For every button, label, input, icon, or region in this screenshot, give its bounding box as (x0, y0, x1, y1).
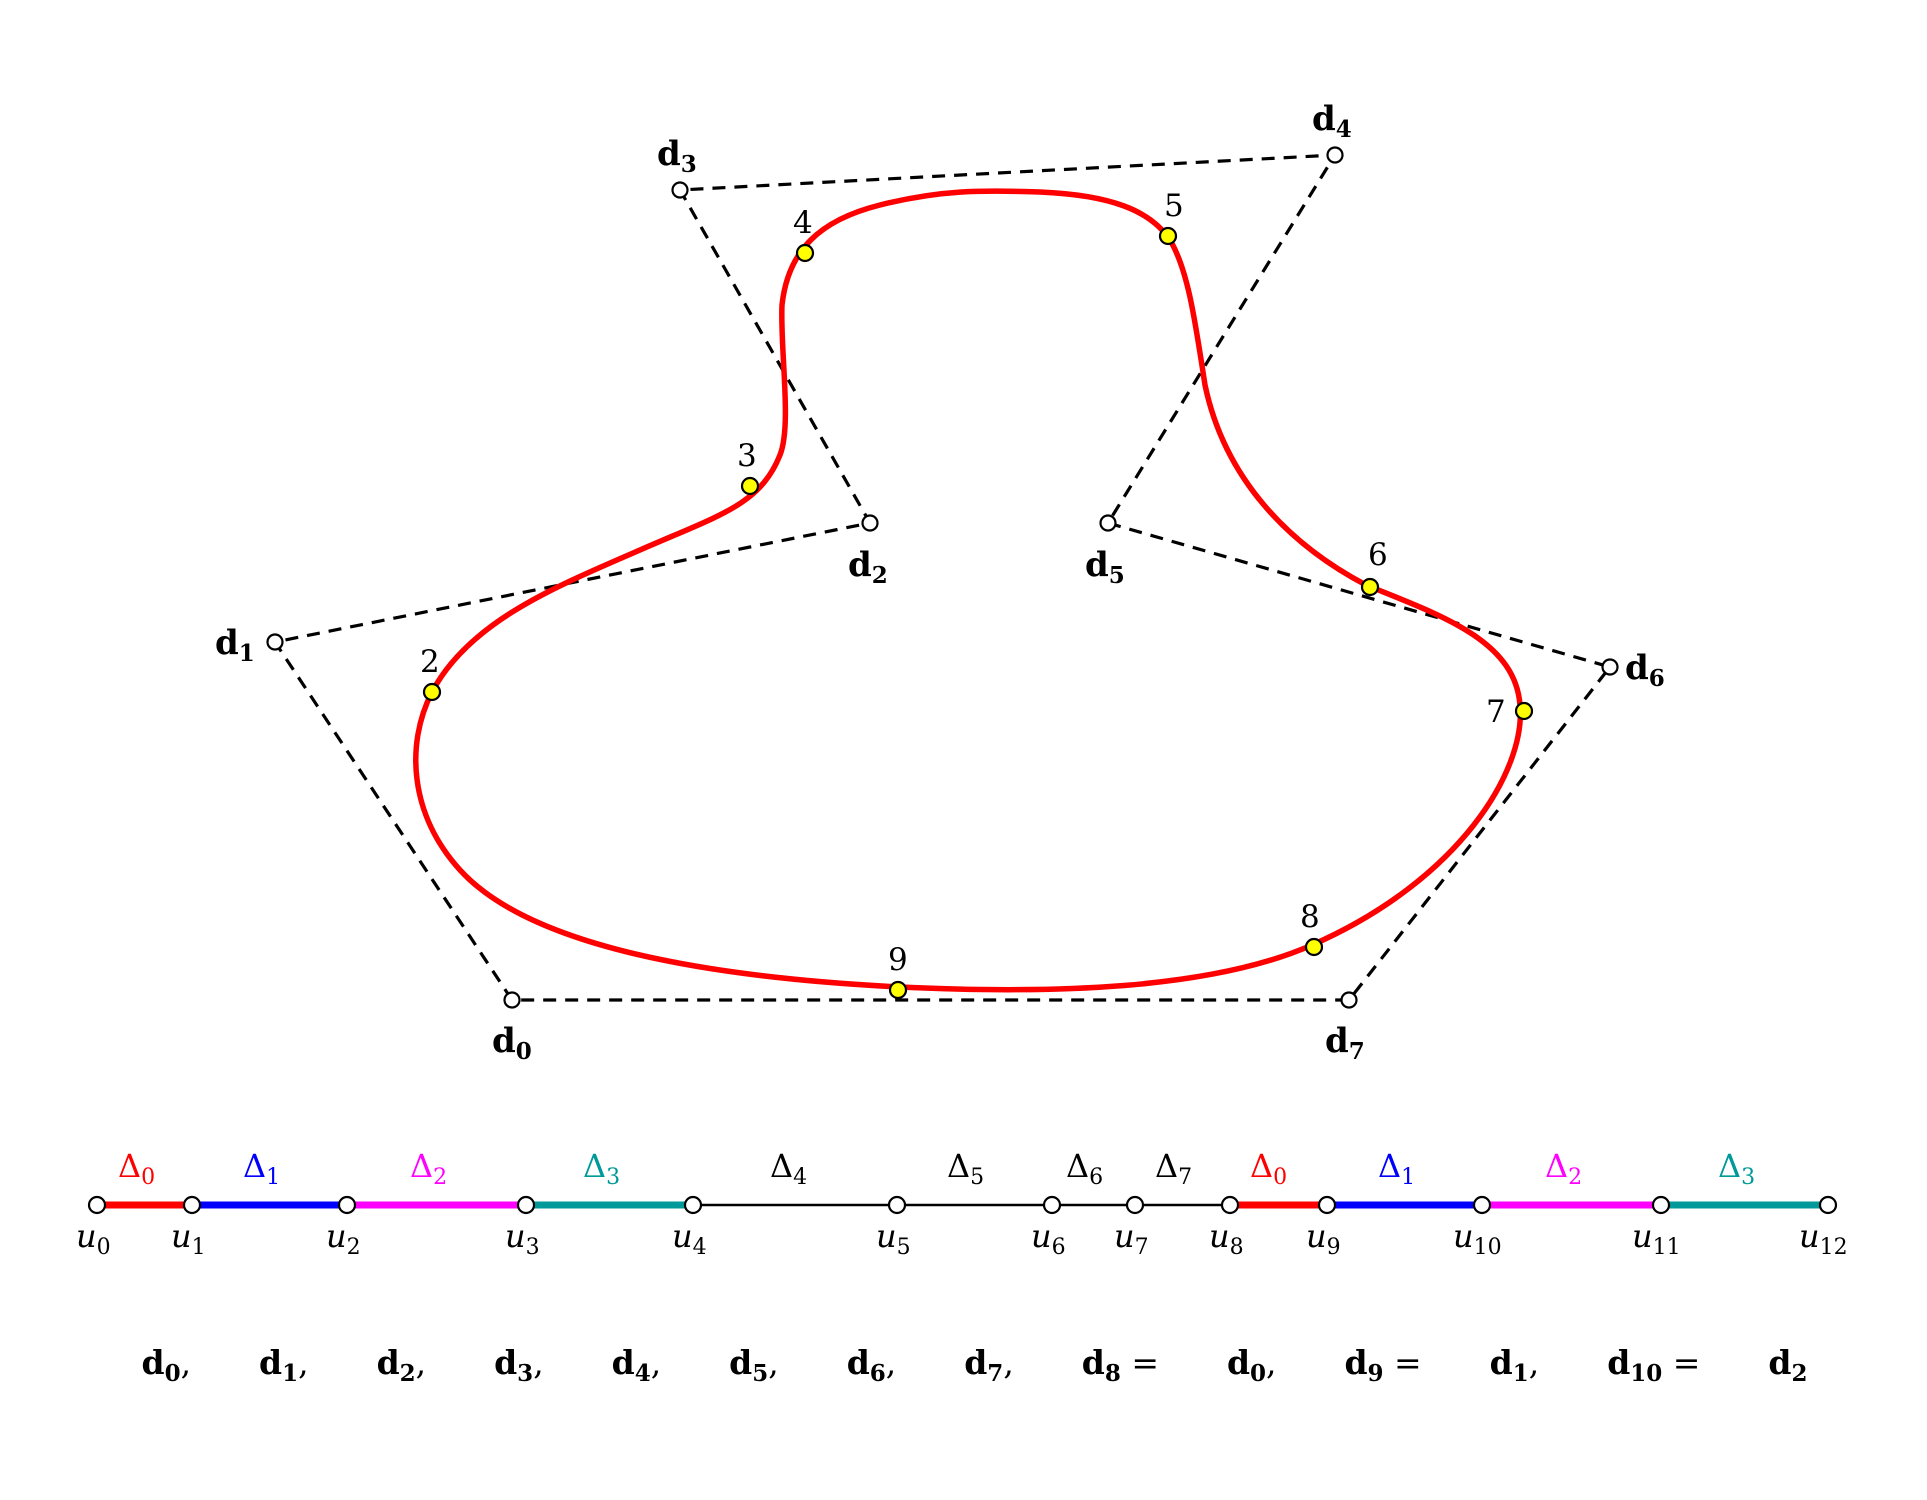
formula-term: d (612, 1343, 635, 1382)
curve-point-5 (1158, 226, 1178, 246)
curve-point-label-2: 2 (420, 644, 440, 680)
control-point-d7 (1340, 991, 1358, 1009)
interval-label-5: Δ5 (947, 1147, 984, 1190)
control-point-d6 (1601, 658, 1619, 676)
control-point-d4 (1326, 146, 1344, 164)
curve-point-6 (1360, 577, 1380, 597)
interval-label-3: Δ3 (583, 1147, 620, 1190)
knot-u8 (1220, 1195, 1240, 1215)
knot-label-u7: u7 (1114, 1217, 1149, 1260)
curve-point-label-5: 5 (1164, 188, 1184, 224)
interval-label-10: Δ2 (1545, 1147, 1582, 1190)
knot-label-u6: u6 (1031, 1217, 1066, 1260)
control-polygon (272, 153, 1613, 1002)
knot-u12 (1818, 1195, 1838, 1215)
curve-point-label-4: 4 (793, 205, 813, 241)
knot-label-u5: u5 (876, 1217, 911, 1260)
knot-label-u11: u11 (1632, 1217, 1681, 1260)
label-d0: d0 (492, 1021, 532, 1065)
control-point-d2 (861, 514, 879, 532)
formula-term: d (729, 1343, 752, 1382)
knot-label-u10: u10 (1453, 1217, 1502, 1260)
knot-u4 (683, 1195, 703, 1215)
curve-point-7 (1514, 701, 1534, 721)
knot-label-u4: u4 (672, 1217, 707, 1260)
knot-label-u9: u9 (1306, 1217, 1341, 1260)
curve-point-label-7: 7 (1486, 694, 1506, 730)
knot-u2 (337, 1195, 357, 1215)
curve-point-3 (740, 476, 760, 496)
label-d6: d6 (1625, 648, 1665, 692)
formula-term: d (494, 1343, 517, 1382)
curve-point-label-3: 3 (737, 438, 757, 474)
formula-term: d (259, 1343, 282, 1382)
interval-label-6: Δ6 (1066, 1147, 1103, 1190)
curve-point-label-6: 6 (1368, 537, 1388, 573)
knot-label-u12: u12 (1799, 1217, 1848, 1260)
formula-term: d (1607, 1343, 1630, 1382)
knot-label-u8: u8 (1209, 1217, 1244, 1260)
control-point-d5 (1099, 514, 1117, 532)
knot-label-u1: u1 (171, 1217, 206, 1260)
interval-label-2: Δ2 (410, 1147, 447, 1190)
spline-curve (413, 188, 1524, 993)
interval-label-1: Δ1 (243, 1147, 280, 1190)
label-d7: d7 (1325, 1021, 1365, 1065)
formula-term: d (1344, 1343, 1367, 1382)
interval-label-7: Δ7 (1155, 1147, 1192, 1190)
curve-point-label-8: 8 (1300, 899, 1320, 935)
formula-term: d (1227, 1343, 1250, 1382)
curve-point-label-9: 9 (888, 942, 908, 978)
knot-markers (87, 1195, 1838, 1215)
knot-label-u3: u3 (505, 1217, 540, 1260)
knot-labels: u0 u1 u2 u3 u4 u5 u6 u7 u8 u9 u10 u11 u1… (76, 1217, 1848, 1260)
knot-label-u2: u2 (326, 1217, 361, 1260)
knot-u3 (516, 1195, 536, 1215)
interval-label-9: Δ1 (1378, 1147, 1415, 1190)
interval-label-8: Δ0 (1250, 1147, 1287, 1190)
knot-u10 (1472, 1195, 1492, 1215)
formula-term: d (1082, 1343, 1105, 1382)
knot-u7 (1125, 1195, 1145, 1215)
control-point-labels: d0 d1 d2 d3 d4 d5 d6 d7 (215, 99, 1665, 1065)
curve-points (422, 226, 1534, 1000)
knot-u9 (1317, 1195, 1337, 1215)
interval-label-4: Δ4 (770, 1147, 807, 1190)
interval-labels: Δ0 Δ1 Δ2 Δ3 Δ4 Δ5 Δ6 Δ7 Δ0 Δ1 Δ2 Δ3 (118, 1147, 1755, 1190)
curve-point-9 (888, 980, 908, 1000)
interval-label-11: Δ3 (1718, 1147, 1755, 1190)
label-d1: d1 (215, 623, 255, 667)
formula-term: d (142, 1343, 165, 1382)
knot-u0 (87, 1195, 107, 1215)
knot-u1 (182, 1195, 202, 1215)
knot-label-u0: u0 (76, 1217, 111, 1260)
curve-point-4 (795, 243, 815, 263)
formula-term: d (1768, 1343, 1791, 1382)
curve-point-8 (1304, 937, 1324, 957)
formula-term: d (1490, 1343, 1513, 1382)
formula-term: d (377, 1343, 400, 1382)
label-d2: d2 (848, 545, 888, 589)
formula-term: d (847, 1343, 870, 1382)
control-points (266, 146, 1619, 1009)
curve-point-2 (422, 682, 442, 702)
formula-term: d (964, 1343, 987, 1382)
curve-point-labels: 2 3 4 5 6 7 8 9 (420, 188, 1506, 978)
interval-label-0: Δ0 (118, 1147, 155, 1190)
control-point-d1 (266, 633, 284, 651)
control-point-d0 (503, 991, 521, 1009)
knot-u6 (1042, 1195, 1062, 1215)
knot-u11 (1651, 1195, 1671, 1215)
label-d5: d5 (1085, 545, 1125, 589)
knot-u5 (887, 1195, 907, 1215)
label-d4: d4 (1312, 99, 1352, 143)
label-d3: d3 (657, 134, 697, 178)
control-point-identity-formula: d0, d1, d2, d3, d4, d5, d6, d7, d8 = d0,… (84, 1343, 1842, 1389)
control-point-d3 (671, 181, 689, 199)
